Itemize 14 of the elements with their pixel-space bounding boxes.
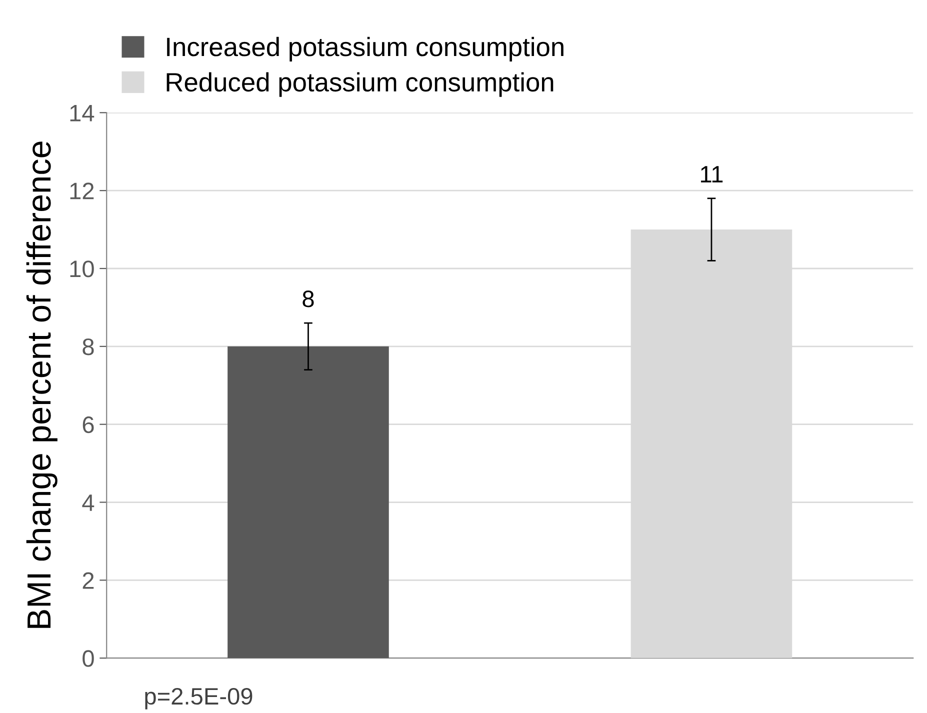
- y-tick-label: 6: [82, 416, 94, 434]
- y-tick-label: 4: [82, 494, 94, 511]
- y-tick-label: 14: [70, 104, 94, 122]
- text: p=2.5E-09: [145, 688, 252, 710]
- y-tick-label: 8: [82, 338, 94, 356]
- y-tick-label: 10: [70, 260, 94, 278]
- y-tick-label: 12: [70, 182, 94, 200]
- legend-label: Increased potassium consumption: [167, 36, 564, 62]
- legend-label: Reduced potassium consumption: [166, 72, 554, 97]
- y-tick-label: 0: [82, 650, 94, 667]
- data-label: 8: [302, 290, 314, 308]
- y-axis-title: BMI change percent of difference: [26, 142, 58, 628]
- data-label: 11: [701, 166, 723, 182]
- y-tick-label: 2: [82, 572, 94, 589]
